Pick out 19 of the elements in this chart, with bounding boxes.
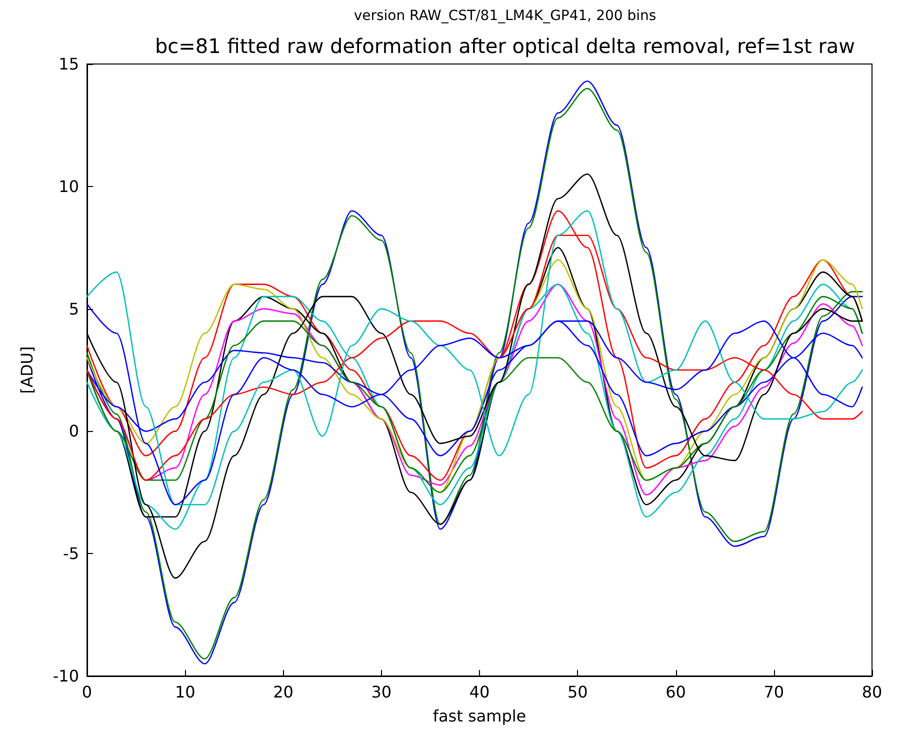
x-tick-label: 70 <box>764 682 784 702</box>
x-tick-label: 0 <box>82 682 92 702</box>
y-tick-label: -5 <box>63 544 79 564</box>
x-axis-title: fast sample <box>432 706 526 726</box>
x-tick-label: 60 <box>666 682 686 702</box>
y-tick-label: 0 <box>68 422 79 441</box>
x-tick-label: 20 <box>273 682 294 702</box>
y-tick-label: 5 <box>68 299 79 318</box>
y-tick-label: -10 <box>52 666 79 686</box>
x-tick-label: 80 <box>862 682 882 702</box>
y-tick-label: 15 <box>58 54 79 74</box>
x-tick-label: 10 <box>174 682 196 702</box>
y-tick-label: 10 <box>58 176 79 196</box>
chart-title: bc=81 fitted raw deformation after optical delta removal, ref=1st raw <box>154 34 856 58</box>
x-tick-label: 50 <box>567 682 588 702</box>
x-tick-label: 40 <box>469 682 490 702</box>
y-axis-title: [ADU] <box>18 346 36 394</box>
x-tick-label: 30 <box>371 682 392 702</box>
chart-subtitle: version RAW_CST/81_LM4K_GP41, 200 bins <box>354 8 656 24</box>
